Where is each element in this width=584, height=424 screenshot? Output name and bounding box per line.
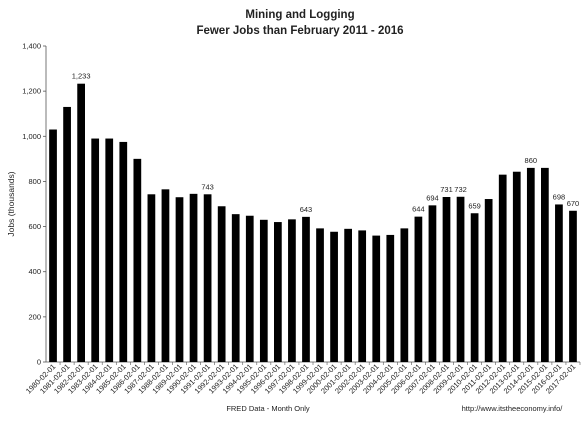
x-axis-title: FRED Data - Month Only <box>226 404 310 413</box>
data-label: 732 <box>454 185 467 194</box>
bar <box>344 228 352 362</box>
plot-area: 02004006008001,0001,2001,4001980-02-0119… <box>22 42 581 396</box>
chart-title: Mining and Logging <box>245 9 354 21</box>
data-label: 860 <box>525 156 538 165</box>
y-axis-title: Jobs (thousands) <box>6 171 16 236</box>
bar <box>372 235 381 362</box>
bar <box>288 219 296 362</box>
bar <box>231 214 240 362</box>
bar <box>175 197 184 362</box>
bar <box>63 106 71 362</box>
bar <box>91 138 100 362</box>
bar <box>316 228 324 362</box>
bar <box>498 174 507 362</box>
bar <box>119 141 128 362</box>
data-label: 670 <box>567 199 580 208</box>
data-label: 743 <box>201 182 214 191</box>
data-label: 694 <box>426 193 439 202</box>
bar <box>133 158 142 362</box>
bar <box>569 210 577 362</box>
bar <box>428 205 437 362</box>
bar <box>217 206 226 362</box>
bar <box>77 83 85 363</box>
y-tick-label: 400 <box>28 267 41 276</box>
data-label: 644 <box>412 205 425 214</box>
bar <box>302 216 310 362</box>
y-tick-label: 1,000 <box>22 132 41 141</box>
bar <box>484 199 493 362</box>
y-tick-label: 800 <box>28 177 41 186</box>
bar <box>189 193 198 362</box>
bar <box>358 230 367 362</box>
y-tick-label: 0 <box>37 358 41 367</box>
bar <box>555 204 563 362</box>
bar <box>541 167 549 362</box>
data-label: 1,233 <box>72 72 91 81</box>
data-label: 731 <box>440 185 453 194</box>
bar <box>161 189 170 362</box>
bar <box>105 138 114 362</box>
data-label: 643 <box>300 205 313 214</box>
bar <box>203 194 212 362</box>
y-tick-label: 1,400 <box>22 42 41 51</box>
bar <box>330 231 338 362</box>
bar <box>470 213 479 362</box>
bar <box>442 197 451 362</box>
bar <box>147 194 156 362</box>
bar <box>274 222 282 362</box>
source-url: http://www.itstheeconomy.info/ <box>462 404 564 413</box>
bar <box>259 219 268 362</box>
chart-subtitle: Fewer Jobs than February 2011 - 2016 <box>196 25 403 37</box>
bar <box>49 129 57 362</box>
y-tick-label: 600 <box>28 222 41 231</box>
data-label: 659 <box>468 201 481 210</box>
data-label: 698 <box>553 192 566 201</box>
y-tick-label: 1,200 <box>22 87 41 96</box>
y-tick-label: 200 <box>28 312 41 321</box>
bar <box>512 171 521 362</box>
bar <box>456 196 465 362</box>
bar <box>414 216 423 362</box>
bar <box>400 228 409 362</box>
bar <box>526 167 535 362</box>
bar <box>386 234 395 362</box>
bar <box>245 215 254 362</box>
